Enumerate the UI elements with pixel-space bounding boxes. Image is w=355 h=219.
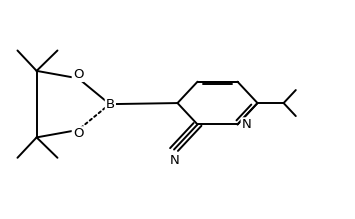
Text: N: N	[242, 118, 251, 131]
Text: B: B	[106, 98, 115, 111]
Text: N: N	[169, 154, 179, 167]
Text: O: O	[73, 127, 83, 140]
Text: O: O	[73, 68, 83, 81]
